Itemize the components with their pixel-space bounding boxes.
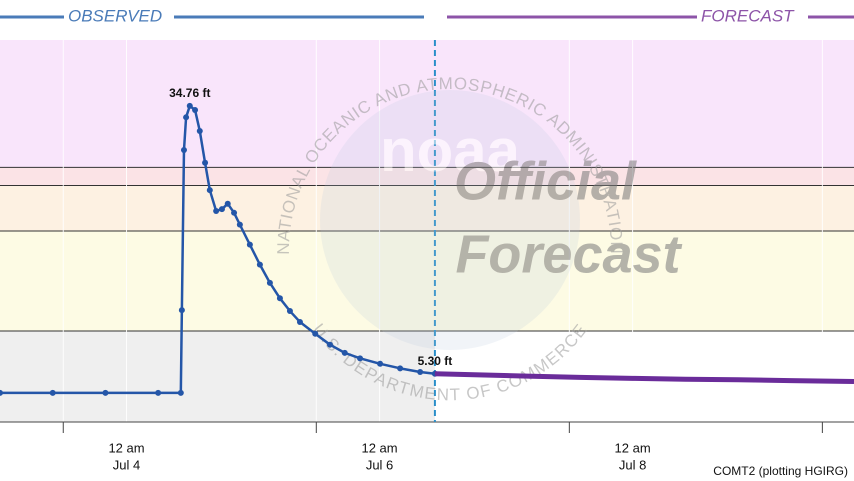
watermark-forecast: Forecast (455, 224, 682, 284)
flood-band (0, 40, 854, 168)
data-point (183, 114, 190, 121)
data-point (178, 307, 185, 314)
data-point (186, 102, 193, 109)
data-point (312, 330, 319, 337)
x-tick-label: 12 am (361, 440, 397, 455)
data-point (231, 209, 238, 216)
header-forecast: FORECAST (701, 6, 795, 25)
data-point (102, 389, 109, 396)
data-point (417, 368, 424, 375)
flood-band (0, 231, 854, 332)
watermark-official: Official (454, 151, 637, 211)
data-point (236, 221, 243, 228)
series-line (434, 371, 854, 385)
data-point (296, 318, 303, 325)
data-point (224, 200, 231, 207)
data-point (256, 261, 263, 268)
x-tick-date: Jul 4 (113, 457, 140, 472)
header-observed: OBSERVED (68, 6, 162, 25)
x-tick-label: 12 am (615, 440, 651, 455)
value-label: 34.76 ft (169, 86, 210, 100)
x-tick-date: Jul 6 (366, 457, 393, 472)
data-point (357, 355, 364, 362)
x-tick-label: 12 am (108, 440, 144, 455)
data-point (192, 107, 199, 114)
data-point (276, 295, 283, 302)
data-point (155, 389, 162, 396)
data-point (177, 389, 184, 396)
data-point (246, 241, 253, 248)
data-point (0, 389, 3, 396)
data-point (266, 279, 273, 286)
flood-band (0, 331, 435, 422)
data-point (327, 341, 334, 348)
data-point (286, 308, 293, 315)
data-point (377, 360, 384, 367)
data-point (206, 187, 213, 194)
flood-band (0, 185, 854, 231)
data-point (180, 147, 187, 154)
data-point (202, 159, 209, 166)
footer: COMT2 (plotting HGIRG) (713, 464, 848, 478)
logo-disc (320, 90, 580, 350)
data-point (341, 349, 348, 356)
data-point (213, 207, 220, 214)
value-label: 5.30 ft (418, 354, 453, 368)
data-point (196, 127, 203, 134)
data-point (397, 365, 404, 372)
data-point (49, 389, 56, 396)
x-tick-date: Jul 8 (619, 457, 646, 472)
logo-text: noaa (380, 117, 521, 184)
data-point (218, 206, 225, 213)
flood-band (0, 167, 854, 186)
